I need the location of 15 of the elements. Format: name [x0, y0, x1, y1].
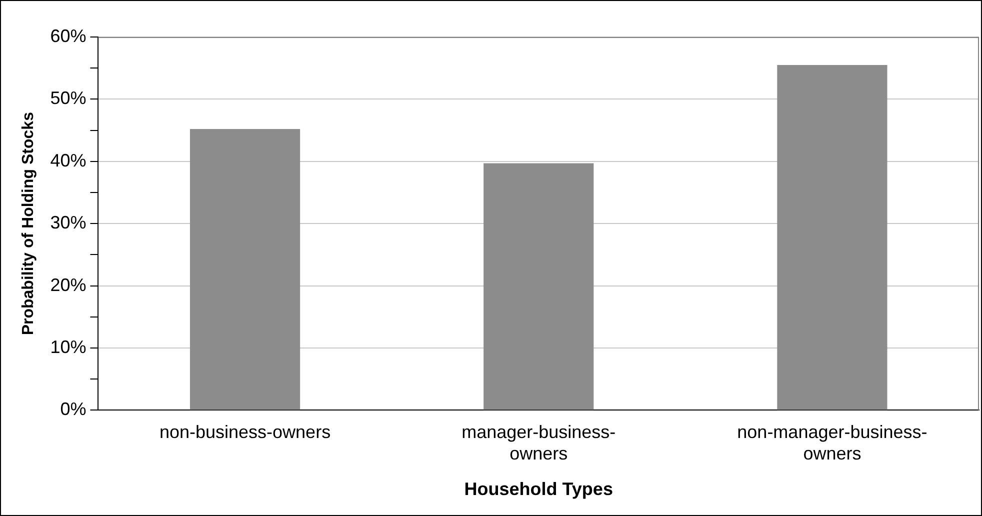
- y-tick-label: 60%: [50, 26, 86, 46]
- bar: [484, 163, 594, 410]
- x-tick-label: manager-business-owners: [462, 422, 616, 464]
- x-tick-label: non-manager-business-owners: [737, 422, 928, 464]
- bar: [190, 129, 300, 410]
- y-tick-label: 50%: [50, 88, 86, 108]
- y-axis-title: Probability of Holding Stocks: [20, 112, 38, 336]
- bar: [777, 64, 888, 410]
- x-axis-title: Household Types: [464, 479, 613, 500]
- y-tick-label: 20%: [50, 274, 86, 295]
- y-tick-label: 30%: [50, 212, 86, 233]
- x-tick-label: non-business-owners: [159, 422, 331, 442]
- y-tick-label: 10%: [50, 336, 86, 357]
- y-tick-label: 0%: [60, 399, 86, 420]
- y-tick-label: 40%: [50, 150, 86, 170]
